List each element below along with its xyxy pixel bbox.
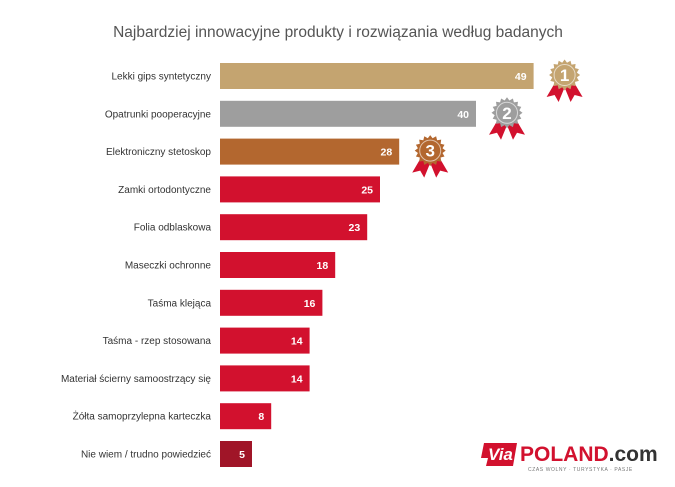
category-label: Nie wiem / trudno powiedzieć: [81, 450, 211, 461]
value-label: 14: [291, 336, 303, 348]
category-label: Taśma klejąca: [148, 298, 212, 309]
category-label: Żółta samoprzylepna karteczka: [73, 410, 212, 423]
logo-via-text: Via: [488, 445, 513, 464]
value-label: 28: [381, 147, 393, 159]
bar: [220, 289, 323, 316]
rank-badge-2: 2: [489, 97, 525, 140]
value-label: 40: [457, 109, 469, 121]
category-label: Elektroniczny stetoskop: [106, 147, 211, 158]
logo-brand-text: POLAND.com: [520, 443, 658, 466]
logo-brand-domain: .com: [609, 443, 658, 466]
category-label: Zamki ortodontyczne: [118, 185, 211, 196]
rank-badge-3: 3: [412, 135, 449, 178]
chart-title: Najbardziej innowacyjne produkty i rozwi…: [113, 24, 563, 41]
value-label: 25: [361, 184, 373, 196]
value-label: 49: [515, 71, 527, 83]
category-label: Lekki gips syntetyczny: [112, 72, 212, 83]
logo-tagline: CZAS WOLNY · TURYSTYKA · PASJE: [528, 467, 633, 473]
rank-label: 2: [502, 104, 511, 123]
viapoland-logo: Via POLAND.com CZAS WOLNY · TURYSTYKA · …: [481, 443, 658, 473]
bar: [220, 365, 310, 392]
category-label: Materiał ścierny samoostrzący się: [61, 374, 211, 385]
rank-label: 3: [425, 142, 434, 161]
logo-via-tag-shape: [481, 443, 517, 466]
bar: [220, 327, 310, 354]
category-label: Folia odblaskowa: [134, 223, 212, 234]
logo-brand-name: POLAND: [520, 443, 609, 466]
bar: [220, 63, 534, 89]
bar: [220, 138, 400, 165]
bar: [220, 403, 272, 430]
badge-inner-ring: [553, 64, 576, 86]
badge-inner-ring: [419, 139, 442, 162]
value-label: 14: [291, 373, 303, 385]
value-label: 16: [304, 298, 316, 310]
bar: [220, 214, 368, 241]
category-label: Opatrunki pooperacyjne: [105, 109, 212, 120]
value-label: 8: [258, 411, 264, 423]
value-label: 23: [349, 222, 361, 234]
rank-badge-1: 1: [546, 59, 583, 102]
value-label: 5: [239, 449, 245, 461]
bars-layer: Lekki gips syntetyczny 49 Opatrunki pooper…: [61, 63, 534, 467]
badge-inner-ring: [496, 101, 518, 124]
value-label: 18: [317, 260, 329, 272]
category-label: Maseczki ochronne: [125, 261, 212, 272]
rank-label: 1: [560, 66, 569, 85]
bar: [220, 176, 380, 203]
badges-layer: 1 2 3: [412, 59, 583, 178]
category-label: Taśma - rzep stosowana: [103, 336, 212, 347]
bar: [220, 441, 252, 467]
bar: [220, 252, 336, 278]
bar: [220, 100, 476, 127]
